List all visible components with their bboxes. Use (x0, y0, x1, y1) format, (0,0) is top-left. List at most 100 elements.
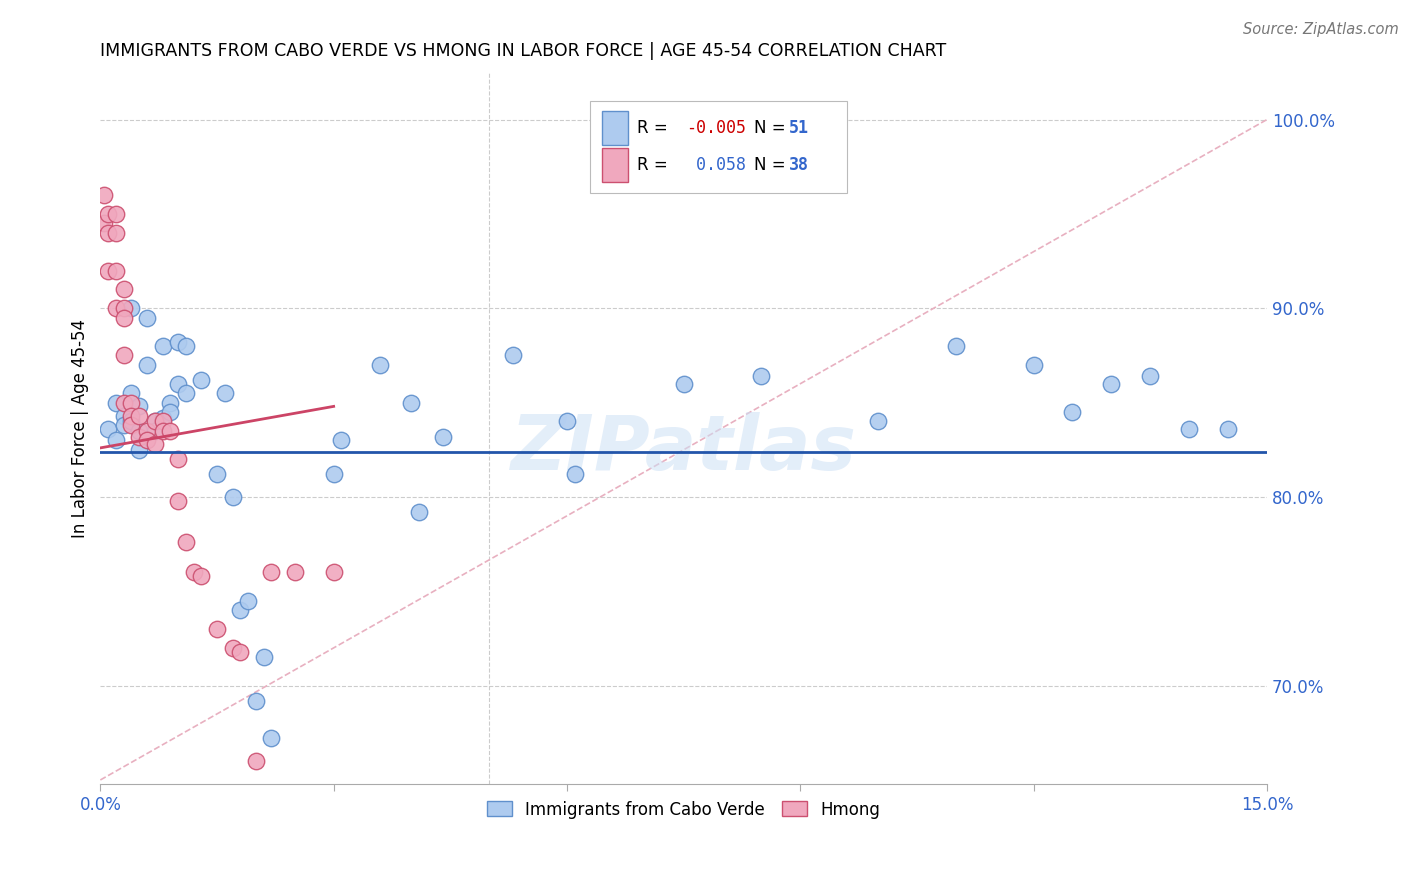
Point (868, 415, 890, 429)
Point (190, 373, 212, 387)
Point (174, 339, 197, 353)
Point (1099, 376, 1122, 391)
Point (205, 622, 228, 636)
Point (432, 429, 454, 443)
Text: 51: 51 (789, 119, 808, 136)
Point (120, 386, 142, 401)
Text: N =: N = (754, 156, 790, 174)
Point (159, 395, 181, 409)
Text: 0.058: 0.058 (686, 156, 747, 174)
Point (104, 207, 127, 221)
Y-axis label: In Labor Force | Age 45-54: In Labor Force | Age 45-54 (72, 318, 89, 538)
Text: IMMIGRANTS FROM CABO VERDE VS HMONG IN LABOR FORCE | AGE 45-54 CORRELATION CHART: IMMIGRANTS FROM CABO VERDE VS HMONG IN L… (100, 42, 946, 60)
Point (120, 301, 142, 316)
Point (751, 369, 773, 384)
Point (104, 226, 127, 240)
Bar (602, 111, 627, 145)
Point (221, 490, 243, 504)
Point (112, 395, 135, 409)
Point (143, 415, 166, 429)
Point (112, 310, 135, 325)
Point (152, 424, 174, 438)
Point (167, 493, 190, 508)
Point (136, 434, 159, 448)
Point (190, 569, 212, 583)
Point (245, 754, 267, 768)
Point (1022, 358, 1045, 372)
Text: R =: R = (637, 119, 673, 136)
Point (93, 216, 115, 230)
Point (167, 335, 190, 350)
Point (159, 405, 181, 419)
Point (229, 645, 252, 659)
Point (128, 424, 150, 438)
Point (93, 188, 115, 202)
Point (120, 395, 142, 409)
FancyBboxPatch shape (591, 101, 846, 194)
Point (143, 415, 166, 429)
Point (128, 400, 150, 414)
Point (167, 452, 190, 467)
Point (159, 424, 181, 438)
Point (104, 434, 127, 448)
Point (112, 348, 135, 362)
Point (174, 535, 197, 549)
Point (401, 395, 423, 409)
Point (183, 566, 205, 580)
Point (167, 376, 190, 391)
Point (174, 386, 197, 401)
Point (253, 650, 276, 665)
Bar (602, 148, 627, 182)
Point (221, 640, 243, 655)
Point (555, 415, 578, 429)
Point (1062, 405, 1084, 419)
Point (128, 442, 150, 457)
Point (260, 566, 283, 580)
Point (322, 566, 344, 580)
Point (104, 301, 127, 316)
Point (260, 731, 283, 746)
Point (97, 226, 120, 240)
Point (229, 603, 252, 617)
Point (128, 429, 150, 443)
Point (112, 409, 135, 423)
Text: Source: ZipAtlas.com: Source: ZipAtlas.com (1243, 22, 1399, 37)
Point (152, 410, 174, 425)
Text: 38: 38 (789, 156, 808, 174)
Point (120, 418, 142, 433)
Text: -0.005: -0.005 (686, 119, 747, 136)
Point (104, 263, 127, 277)
Point (330, 434, 353, 448)
Point (1216, 422, 1239, 436)
Legend: Immigrants from Cabo Verde, Hmong: Immigrants from Cabo Verde, Hmong (481, 794, 887, 825)
Point (502, 348, 524, 362)
Point (143, 424, 166, 438)
Point (245, 694, 267, 708)
Point (120, 415, 142, 429)
Point (112, 418, 135, 433)
Point (136, 358, 159, 372)
Point (97, 422, 120, 436)
Point (1139, 369, 1161, 384)
Point (97, 207, 120, 221)
Point (136, 310, 159, 325)
Point (128, 409, 150, 423)
Point (152, 339, 174, 353)
Point (408, 505, 430, 519)
Point (672, 376, 695, 391)
Point (368, 358, 391, 372)
Point (120, 409, 142, 423)
Point (322, 467, 344, 482)
Text: ZIPatlas: ZIPatlas (510, 412, 856, 486)
Point (112, 282, 135, 296)
Point (143, 437, 166, 451)
Text: R =: R = (637, 156, 673, 174)
Text: N =: N = (754, 119, 790, 136)
Point (564, 467, 586, 482)
Point (205, 467, 228, 482)
Point (136, 424, 159, 438)
Point (214, 386, 236, 401)
Point (97, 263, 120, 277)
Point (104, 395, 127, 409)
Point (284, 566, 307, 580)
